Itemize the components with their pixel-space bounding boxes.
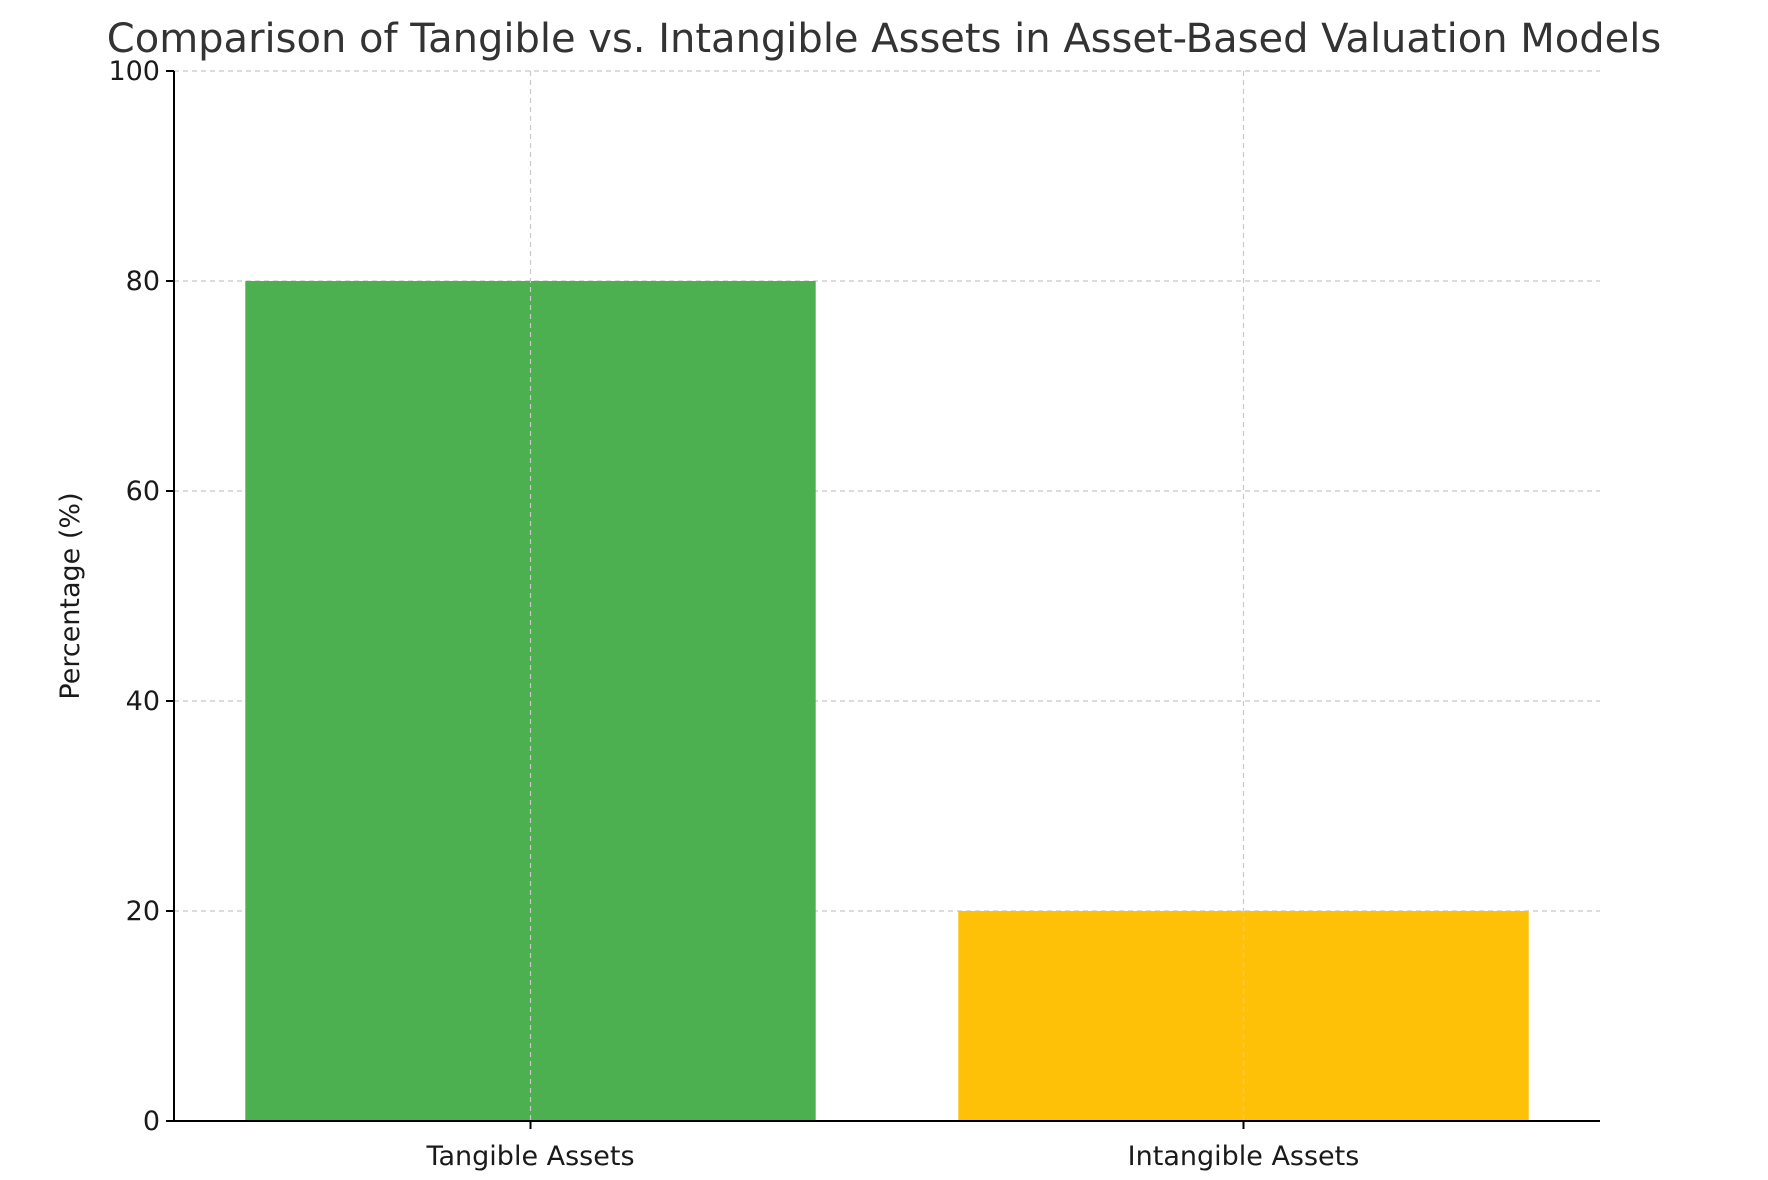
y-tick-label: 60 — [126, 476, 160, 507]
x-tick-labels: Tangible Assets Intangible Assets — [425, 1121, 1359, 1172]
axes — [173, 71, 1600, 1122]
y-tick-labels: 0 20 40 60 80 100 — [108, 56, 174, 1137]
x-tick-label: Tangible Assets — [425, 1141, 634, 1172]
chart-title: Comparison of Tangible vs. Intangible As… — [107, 16, 1661, 62]
y-tick-label: 100 — [108, 56, 160, 87]
x-grid-lines — [529, 71, 1245, 1121]
y-tick-label: 40 — [126, 686, 160, 717]
x-tick-label: Intangible Assets — [1128, 1141, 1360, 1172]
y-tick-label: 80 — [126, 266, 160, 297]
y-axis-label: Percentage (%) — [55, 492, 86, 699]
y-tick-label: 0 — [143, 1106, 160, 1137]
y-tick-label: 20 — [126, 896, 160, 927]
